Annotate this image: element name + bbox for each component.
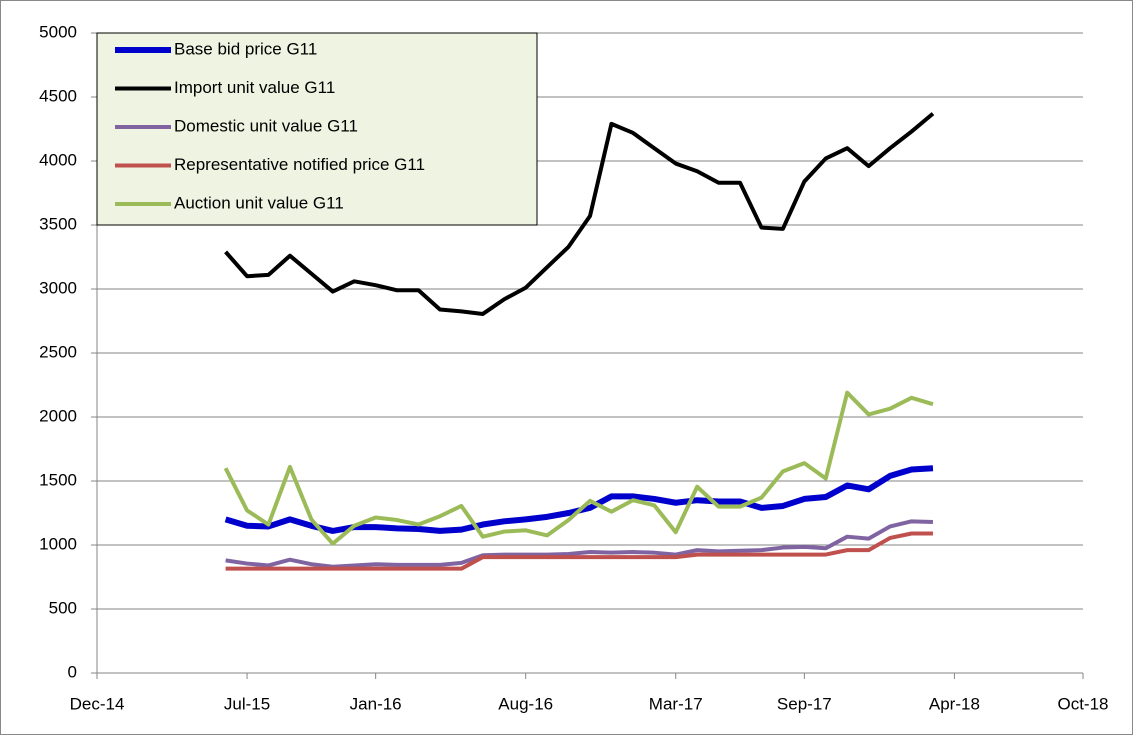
legend-label: Base bid price G11 <box>174 39 317 58</box>
x-tick-label: Jul-15 <box>224 694 270 713</box>
x-tick-label: Dec-14 <box>70 694 125 713</box>
legend-label: Auction unit value G11 <box>174 193 344 212</box>
series-line <box>225 531 933 571</box>
x-tick-label: Mar-17 <box>649 694 703 713</box>
y-tick-label: 4500 <box>39 86 77 105</box>
series-line <box>224 112 935 316</box>
x-tick-label: Apr-18 <box>929 694 980 713</box>
y-tick-label: 2500 <box>39 342 77 361</box>
y-tick-label: 0 <box>68 662 77 681</box>
y-tick-label: 3500 <box>39 214 77 233</box>
y-tick-label: 3000 <box>39 278 77 297</box>
y-tick-label: 500 <box>49 598 77 617</box>
y-tick-label: 2000 <box>39 406 77 425</box>
x-tick-label: Oct-18 <box>1057 694 1108 713</box>
y-tick-label: 1500 <box>39 470 77 489</box>
series-line <box>225 519 934 569</box>
x-tick-label: Sep-17 <box>777 694 832 713</box>
y-tick-label: 4000 <box>39 150 77 169</box>
legend-label: Representative notified price G11 <box>174 155 425 174</box>
y-tick-label: 1000 <box>39 534 77 553</box>
x-tick-label: Jan-16 <box>350 694 402 713</box>
legend: Base bid price G11 Import unit value G11 D… <box>96 32 538 226</box>
x-tick-label: Aug-16 <box>498 694 553 713</box>
y-tick-label: 5000 <box>39 22 77 41</box>
legend-label: Domestic unit value G11 <box>174 116 358 135</box>
series-line <box>223 390 934 546</box>
legend-label: Import unit value G11 <box>174 78 335 97</box>
